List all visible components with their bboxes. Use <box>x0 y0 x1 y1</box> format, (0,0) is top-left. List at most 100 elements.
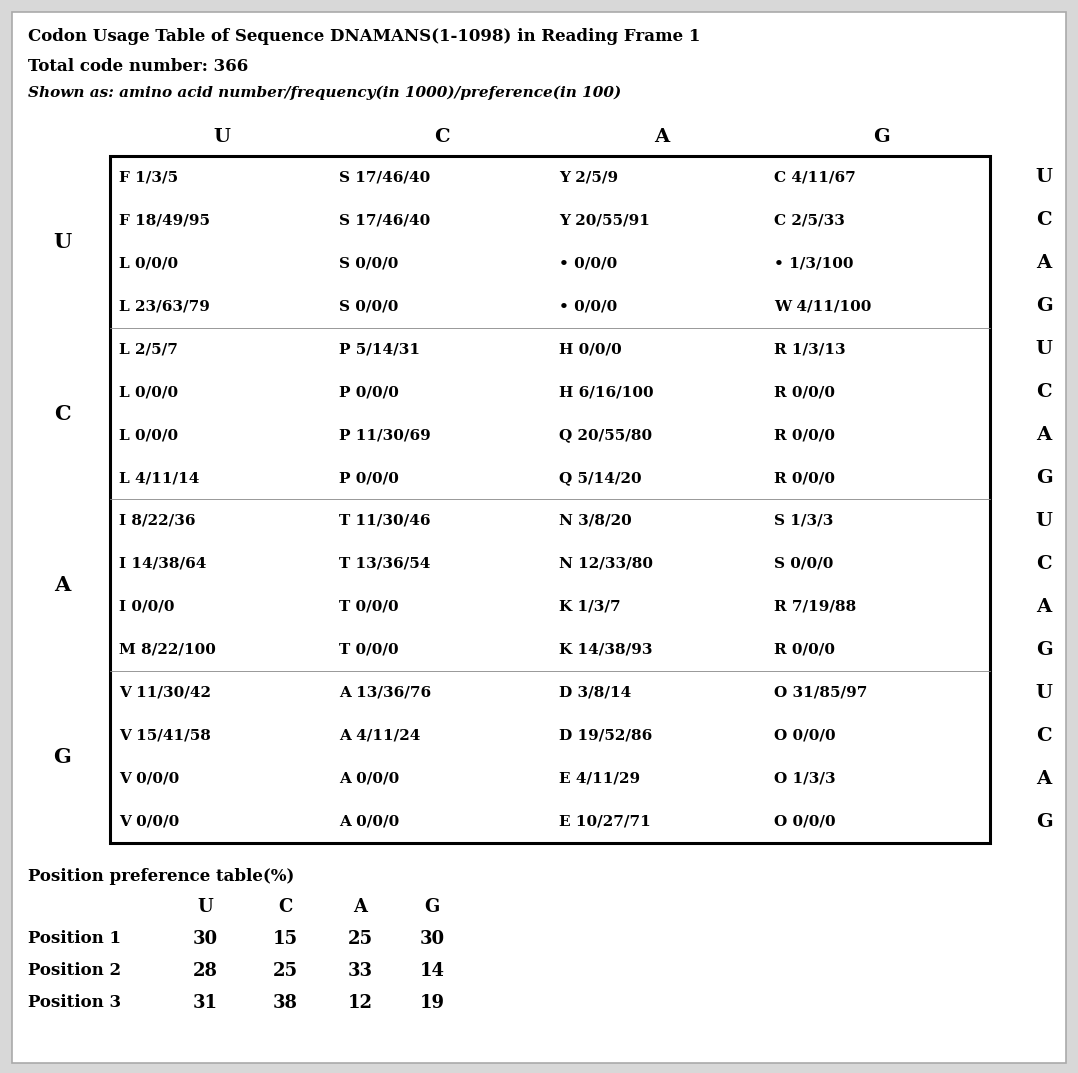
Text: L 0/0/0: L 0/0/0 <box>119 385 178 399</box>
Text: O 0/0/0: O 0/0/0 <box>774 729 837 743</box>
Text: S 0/0/0: S 0/0/0 <box>338 299 398 313</box>
Text: Codon Usage Table of Sequence DNAMANS(1-1098) in Reading Frame 1: Codon Usage Table of Sequence DNAMANS(1-… <box>28 28 701 45</box>
Text: Y 20/55/91: Y 20/55/91 <box>558 214 650 227</box>
Text: A: A <box>353 898 367 916</box>
Text: Position preference table(%): Position preference table(%) <box>28 868 294 885</box>
Text: U: U <box>1036 340 1052 358</box>
Text: U: U <box>213 128 231 146</box>
Text: C: C <box>434 128 450 146</box>
Text: A: A <box>654 128 669 146</box>
Text: O 1/3/3: O 1/3/3 <box>774 771 837 785</box>
Text: C: C <box>1036 383 1052 401</box>
Text: A: A <box>1036 598 1051 616</box>
Bar <box>110 156 990 843</box>
Text: C: C <box>278 898 292 916</box>
Text: G: G <box>1036 641 1052 659</box>
Text: O 31/85/97: O 31/85/97 <box>774 686 868 700</box>
Text: P 5/14/31: P 5/14/31 <box>338 342 419 356</box>
Text: P 11/30/69: P 11/30/69 <box>338 428 430 442</box>
Text: F 18/49/95: F 18/49/95 <box>119 214 210 227</box>
Text: G: G <box>1036 297 1052 315</box>
Text: L 0/0/0: L 0/0/0 <box>119 428 178 442</box>
Text: I 8/22/36: I 8/22/36 <box>119 514 195 528</box>
Text: G: G <box>1036 812 1052 831</box>
Text: Q 20/55/80: Q 20/55/80 <box>558 428 652 442</box>
Text: G: G <box>1036 469 1052 487</box>
Text: 12: 12 <box>347 994 373 1012</box>
Text: U: U <box>197 898 212 916</box>
Text: 31: 31 <box>193 994 218 1012</box>
Text: T 13/36/54: T 13/36/54 <box>338 557 430 571</box>
Text: N 3/8/20: N 3/8/20 <box>558 514 632 528</box>
Text: R 1/3/13: R 1/3/13 <box>774 342 846 356</box>
Text: • 0/0/0: • 0/0/0 <box>558 299 617 313</box>
Text: 15: 15 <box>273 930 298 949</box>
Text: 25: 25 <box>347 930 373 949</box>
Text: K 1/3/7: K 1/3/7 <box>558 600 621 614</box>
Text: R 0/0/0: R 0/0/0 <box>774 643 835 657</box>
Text: R 0/0/0: R 0/0/0 <box>774 385 835 399</box>
Text: 30: 30 <box>193 930 218 949</box>
Text: S 1/3/3: S 1/3/3 <box>774 514 833 528</box>
Text: C: C <box>1036 555 1052 573</box>
Text: L 2/5/7: L 2/5/7 <box>119 342 178 356</box>
Text: I 14/38/64: I 14/38/64 <box>119 557 206 571</box>
Text: A 13/36/76: A 13/36/76 <box>338 686 431 700</box>
Text: Position 2: Position 2 <box>28 962 121 979</box>
Text: A 0/0/0: A 0/0/0 <box>338 771 399 785</box>
Text: M 8/22/100: M 8/22/100 <box>119 643 216 657</box>
Text: C: C <box>1036 726 1052 745</box>
Text: A: A <box>1036 426 1051 444</box>
Text: Y 2/5/9: Y 2/5/9 <box>558 171 618 185</box>
Text: G: G <box>53 747 71 767</box>
Text: E 10/27/71: E 10/27/71 <box>558 814 650 828</box>
Text: D 3/8/14: D 3/8/14 <box>558 686 631 700</box>
Text: F 1/3/5: F 1/3/5 <box>119 171 178 185</box>
Text: U: U <box>1036 512 1052 530</box>
Text: 38: 38 <box>273 994 298 1012</box>
Text: R 0/0/0: R 0/0/0 <box>774 428 835 442</box>
Text: U: U <box>1036 168 1052 187</box>
Text: C 2/5/33: C 2/5/33 <box>774 214 845 227</box>
Text: V 15/41/58: V 15/41/58 <box>119 729 210 743</box>
Text: G: G <box>425 898 440 916</box>
Text: Shown as: amino acid number/frequency(in 1000)/preference(in 100): Shown as: amino acid number/frequency(in… <box>28 86 621 101</box>
Text: T 11/30/46: T 11/30/46 <box>338 514 430 528</box>
Text: S 17/46/40: S 17/46/40 <box>338 214 430 227</box>
Text: K 14/38/93: K 14/38/93 <box>558 643 652 657</box>
Text: D 19/52/86: D 19/52/86 <box>558 729 652 743</box>
Text: R 0/0/0: R 0/0/0 <box>774 471 835 485</box>
Text: N 12/33/80: N 12/33/80 <box>558 557 653 571</box>
Text: A: A <box>54 575 70 596</box>
Text: V 0/0/0: V 0/0/0 <box>119 771 179 785</box>
Text: E 4/11/29: E 4/11/29 <box>558 771 640 785</box>
Text: T 0/0/0: T 0/0/0 <box>338 643 399 657</box>
Text: W 4/11/100: W 4/11/100 <box>774 299 872 313</box>
Text: A 4/11/24: A 4/11/24 <box>338 729 420 743</box>
Text: C 4/11/67: C 4/11/67 <box>774 171 856 185</box>
Text: V 0/0/0: V 0/0/0 <box>119 814 179 828</box>
Text: O 0/0/0: O 0/0/0 <box>774 814 837 828</box>
Text: • 0/0/0: • 0/0/0 <box>558 256 617 270</box>
Text: A 0/0/0: A 0/0/0 <box>338 814 399 828</box>
Text: 14: 14 <box>419 962 444 980</box>
Text: T 0/0/0: T 0/0/0 <box>338 600 399 614</box>
Text: L 0/0/0: L 0/0/0 <box>119 256 178 270</box>
Text: Total code number: 366: Total code number: 366 <box>28 58 248 75</box>
Text: V 11/30/42: V 11/30/42 <box>119 686 211 700</box>
Text: C: C <box>54 403 70 424</box>
Text: S 0/0/0: S 0/0/0 <box>774 557 833 571</box>
Text: S 17/46/40: S 17/46/40 <box>338 171 430 185</box>
Text: Position 1: Position 1 <box>28 930 121 947</box>
Text: R 7/19/88: R 7/19/88 <box>774 600 857 614</box>
Text: L 23/63/79: L 23/63/79 <box>119 299 210 313</box>
Text: P 0/0/0: P 0/0/0 <box>338 385 399 399</box>
Text: H 6/16/100: H 6/16/100 <box>558 385 653 399</box>
Text: Position 3: Position 3 <box>28 994 121 1011</box>
Text: • 1/3/100: • 1/3/100 <box>774 256 854 270</box>
Text: 25: 25 <box>273 962 298 980</box>
Text: I 0/0/0: I 0/0/0 <box>119 600 175 614</box>
Text: U: U <box>1036 684 1052 702</box>
Text: Q 5/14/20: Q 5/14/20 <box>558 471 641 485</box>
Text: L 4/11/14: L 4/11/14 <box>119 471 199 485</box>
